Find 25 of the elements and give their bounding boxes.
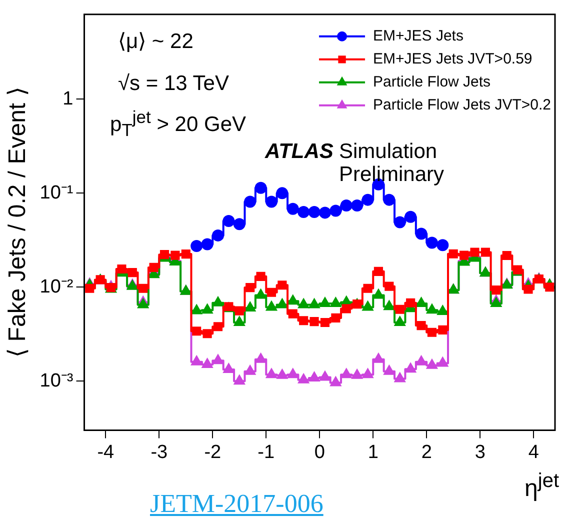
x-tick-label: 2 [421, 442, 432, 463]
y-tick-label: 10⁻² [40, 276, 74, 298]
y-tick-label: 10⁻¹ [40, 182, 74, 204]
x-tick-label: 3 [474, 442, 486, 463]
x-tick-label: -2 [204, 442, 222, 463]
annotation: ATLAS [265, 140, 334, 164]
y-tick-label: 1 [62, 88, 74, 110]
legend-label: EM+JES Jets [373, 28, 464, 45]
legend-label: EM+JES Jets JVT>0.59 [373, 50, 532, 68]
annotation: Simulation Preliminary [339, 140, 446, 186]
x-tick-label: -3 [150, 442, 168, 463]
annotation: ⟨μ⟩ ~ 22 [118, 30, 194, 54]
text: JETM-2017-006 [150, 489, 324, 519]
x-tick-label: 4 [528, 442, 540, 463]
annotation: √s = 13 TeV [118, 72, 229, 96]
y-axis-title: ⟨ Fake Jets / 0.2 / Event ⟩ [4, 87, 32, 358]
x-tick-label: -1 [258, 442, 275, 463]
x-tick-label: -4 [97, 442, 115, 463]
x-axis-title: η$^{jet}$ [524, 470, 559, 503]
x-tick-label: 1 [368, 442, 378, 463]
legend-label: Particle Flow Jets [373, 74, 491, 91]
legend-label: Particle Flow Jets JVT>0.2 [373, 96, 552, 114]
annotation: p$_{T}$$^{jet}$ > 20 GeV [110, 107, 246, 140]
x-tick-label: 0 [314, 442, 325, 463]
y-tick-label: 10⁻³ [40, 370, 74, 392]
